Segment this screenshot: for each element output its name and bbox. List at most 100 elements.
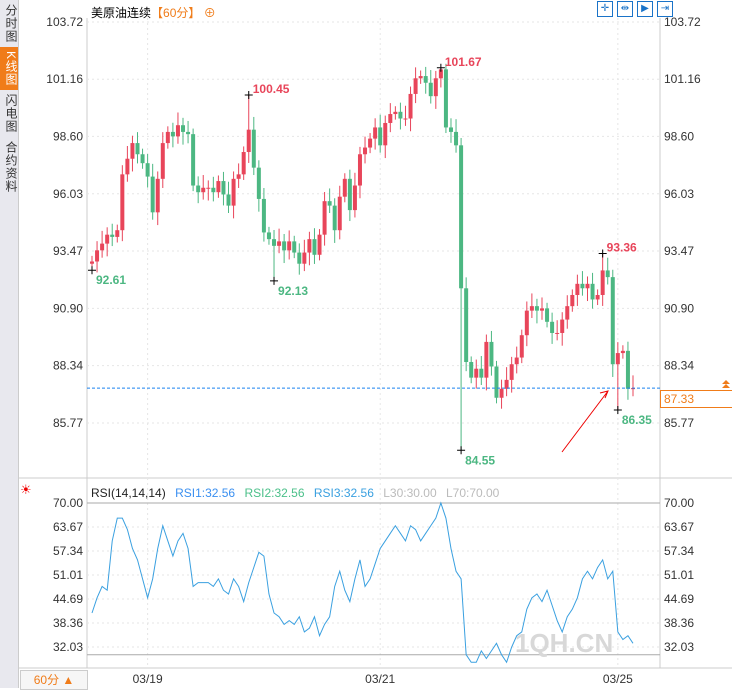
extreme-label: 92.61	[96, 273, 126, 287]
candle-body	[363, 147, 368, 155]
candle	[191, 128, 196, 192]
candle	[165, 126, 170, 149]
candle-body	[570, 294, 575, 307]
candle	[539, 297, 544, 320]
candle-body	[236, 174, 241, 179]
extreme-label: 92.13	[278, 284, 308, 298]
crosshair-icon[interactable]: ✛	[597, 1, 613, 17]
rsi-tick-right: 70.00	[664, 496, 694, 510]
candle-body	[378, 127, 383, 146]
candle-body	[615, 353, 620, 365]
candle-body	[352, 185, 357, 211]
candle-body	[221, 181, 226, 195]
candle-body	[201, 187, 206, 193]
extreme-marker	[270, 276, 279, 285]
candle	[363, 136, 368, 164]
extreme-label: 84.55	[465, 453, 495, 467]
candle	[560, 312, 565, 346]
candle	[534, 298, 539, 324]
candle	[469, 356, 474, 384]
candle	[570, 289, 575, 312]
rsi-tick-right: 63.67	[664, 520, 694, 534]
candle-body	[464, 288, 469, 363]
candle	[545, 302, 550, 328]
candle	[378, 114, 383, 153]
candle-body	[302, 252, 307, 264]
y-tick-label-left: 93.47	[53, 244, 83, 258]
candle	[186, 120, 191, 144]
y-tick-label-left: 88.34	[53, 359, 83, 373]
candle	[110, 223, 115, 247]
candle-body	[297, 252, 302, 264]
candle-body	[368, 138, 373, 148]
extreme-marker	[613, 406, 622, 415]
y-tick-label-right: 85.77	[664, 416, 694, 430]
candle	[100, 230, 105, 258]
candle	[297, 243, 302, 275]
candle-body	[504, 379, 509, 389]
tab-kline[interactable]: K线图	[0, 47, 18, 91]
plus-circle-icon[interactable]: ⊕	[200, 6, 216, 20]
candle-body	[115, 230, 120, 237]
candle-body	[383, 122, 388, 146]
candle-body	[388, 114, 393, 123]
period-selector[interactable]: 60分 ▲	[20, 670, 88, 690]
candle	[196, 176, 201, 204]
candle	[504, 367, 509, 397]
candle	[590, 272, 595, 309]
sidebar: 分时图 K线图 闪电图 合约资料	[0, 0, 19, 688]
candle	[499, 379, 504, 409]
extreme-marker	[88, 266, 96, 275]
extreme-marker	[598, 249, 607, 258]
tab-flash[interactable]: 闪电图	[4, 94, 18, 134]
settings-sun-icon[interactable]: ☀	[20, 482, 32, 497]
candle-body	[438, 69, 443, 79]
candle	[610, 269, 615, 377]
candle	[125, 145, 130, 182]
candle	[368, 133, 373, 154]
candle-body	[448, 127, 453, 132]
candle-body	[534, 306, 539, 311]
candle	[605, 257, 610, 285]
candle-body	[443, 69, 448, 128]
y-tick-label-left: 101.16	[46, 72, 83, 86]
y-tick-label-left: 103.72	[46, 15, 83, 29]
tab-contract-info[interactable]: 合约资料	[4, 141, 18, 194]
candle	[443, 63, 448, 134]
annotation-arrow	[561, 390, 609, 453]
extreme-label: 101.67	[445, 55, 482, 69]
candle-body	[620, 350, 625, 354]
candle-body	[514, 357, 519, 365]
zoom-icon[interactable]: ▶	[637, 1, 653, 17]
candle	[135, 132, 140, 164]
candle	[428, 70, 433, 104]
candle	[277, 228, 282, 254]
tab-timeshare[interactable]: 分时图	[4, 4, 18, 43]
candle-body	[175, 125, 180, 137]
candle-body	[373, 127, 378, 139]
candle	[352, 172, 357, 218]
candle	[555, 320, 560, 341]
candle-body	[191, 134, 196, 186]
y-tick-label-right: 88.34	[664, 359, 694, 373]
candle	[150, 163, 155, 220]
candle-body	[524, 310, 529, 336]
candle	[403, 105, 408, 126]
candle	[529, 293, 534, 319]
instrument-name: 美原油连续	[91, 6, 152, 20]
exit-icon[interactable]: ⇥	[657, 1, 673, 17]
candle	[357, 146, 362, 199]
candle-body	[105, 234, 110, 244]
range-icon[interactable]: ⇹	[617, 1, 633, 17]
candle	[201, 175, 206, 200]
candle-body	[605, 270, 610, 278]
rsi1-value: RSI1:32.56	[175, 486, 236, 500]
y-tick-label-right: 96.03	[664, 187, 694, 201]
candle	[312, 228, 317, 264]
candle-body	[241, 152, 246, 175]
candle-body	[433, 78, 438, 97]
candle-body	[211, 187, 216, 193]
y-tick-label-right: 93.47	[664, 244, 694, 258]
candle-body	[550, 321, 555, 333]
